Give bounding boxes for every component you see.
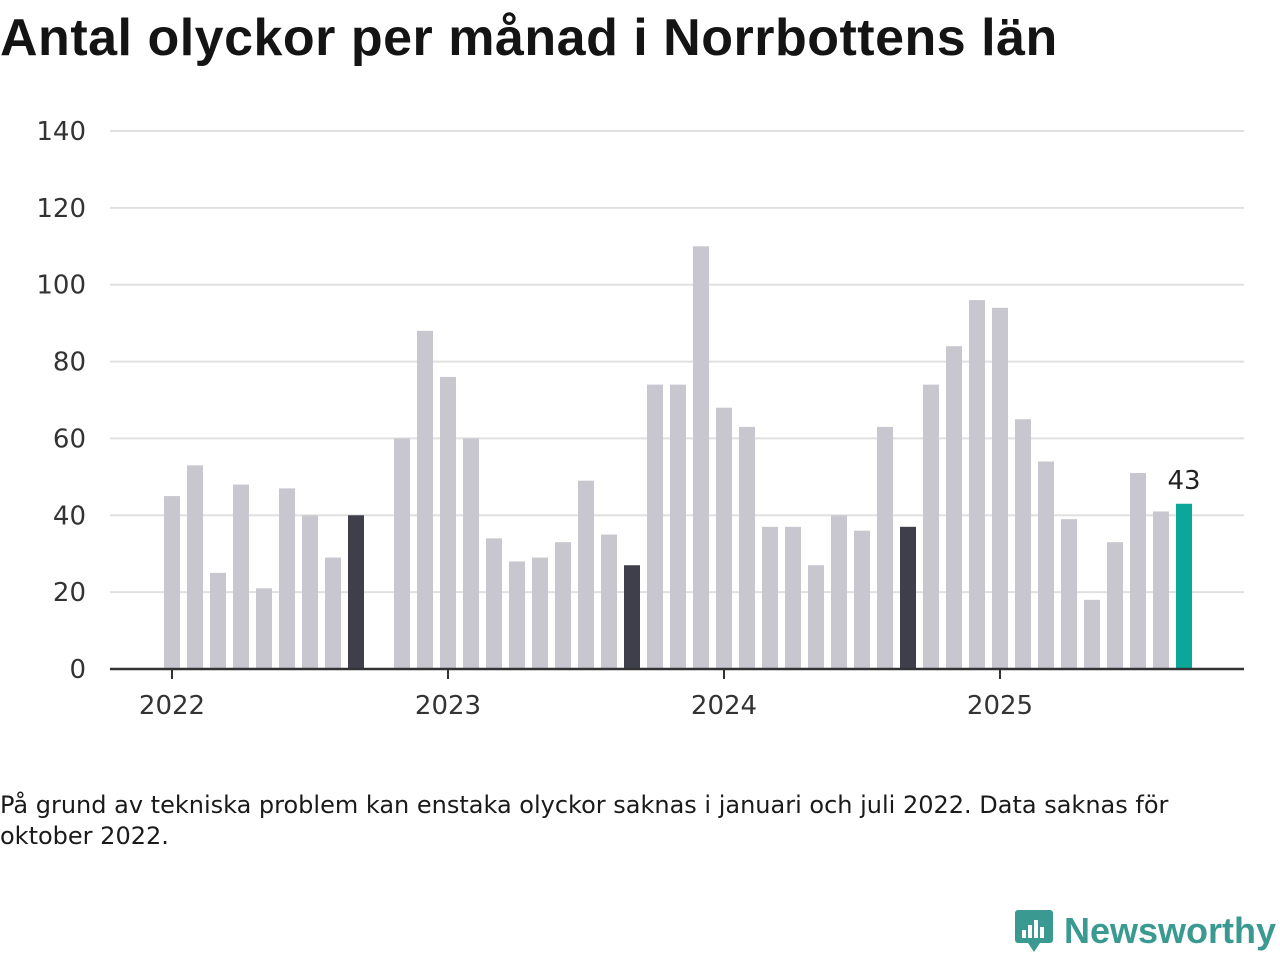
bar-2024-02: [739, 426, 755, 669]
bar-2023-04: [509, 561, 525, 669]
bar-2023-10: [647, 384, 663, 669]
bar-2023-03: [486, 538, 502, 669]
bar-2025-06: [1107, 542, 1123, 669]
bar-2023-07: [578, 480, 594, 669]
brand-name: Newsworthy: [1063, 910, 1276, 951]
bar-2023-01: [440, 376, 456, 669]
y-tick-label: 120: [36, 194, 86, 224]
bar-2023-11: [670, 384, 686, 669]
y-tick-label: 0: [69, 655, 86, 685]
bar-2024-07: [854, 530, 870, 669]
bar-2023-02: [463, 438, 479, 669]
bar-2024-05: [808, 565, 824, 669]
x-axis: 2022 2023 2024 2025: [110, 667, 1244, 721]
y-tick-label: 140: [36, 117, 86, 147]
bar-2025-04: [1061, 519, 1077, 669]
bar-2023-08: [601, 534, 617, 669]
bar-2022-06: [279, 488, 295, 669]
footnote: På grund av tekniska problem kan enstaka…: [0, 791, 1169, 850]
x-tick-label: 2024: [691, 691, 757, 721]
bar-2025-01: [992, 307, 1008, 669]
bar-2024-08: [877, 426, 893, 669]
y-tick-label: 100: [36, 271, 86, 301]
bar-2025-03: [1038, 461, 1054, 669]
bar-2022-07: [302, 515, 318, 669]
y-tick-label: 80: [53, 348, 86, 378]
bar-2024-04: [785, 526, 801, 669]
y-axis: 0 20 40 60 80 100 120 140: [36, 117, 86, 685]
x-tick-label: 2022: [139, 691, 205, 721]
annotations: 43: [1167, 466, 1200, 496]
y-tick-label: 40: [53, 501, 86, 531]
bar-2024-11: [946, 346, 962, 669]
bar-2025-09: [1176, 503, 1192, 669]
bar-2024-09: [900, 526, 916, 669]
newsworthy-logo-icon: [1014, 910, 1053, 952]
bar-2024-10: [923, 384, 939, 669]
bar-2022-05: [256, 588, 272, 669]
chart-title: Antal olyckor per månad i Norrbottens lä…: [0, 9, 1058, 67]
bar-2022-02: [187, 465, 203, 669]
bar-2023-09: [624, 565, 640, 669]
bar-2022-04: [233, 484, 249, 669]
bar-2024-03: [762, 526, 778, 669]
bar-2022-12: [417, 330, 433, 669]
y-tick-label: 60: [53, 424, 86, 454]
bar-2022-03: [210, 572, 226, 669]
bar-2022-09: [348, 515, 364, 669]
bar-chart: 0 20 40 60 80 100 120 140 2022 2023 2024 2025 43: [36, 117, 1244, 721]
bar-2025-07: [1130, 473, 1146, 669]
bar-2025-05: [1084, 599, 1100, 669]
x-tick-label: 2023: [415, 691, 481, 721]
bar-2023-12: [693, 246, 709, 670]
bar-2024-01: [716, 407, 732, 669]
bars: [164, 246, 1192, 670]
bar-2025-02: [1015, 419, 1031, 669]
brand-logo: Newsworthy: [1014, 908, 1276, 954]
latest-value-label: 43: [1167, 466, 1200, 496]
bar-2022-01: [164, 496, 180, 669]
bar-2025-08: [1153, 511, 1169, 669]
x-tick-label: 2025: [967, 691, 1033, 721]
bar-2024-12: [969, 300, 985, 669]
bar-2023-06: [555, 542, 571, 669]
bar-2022-11: [394, 438, 410, 669]
bar-2023-05: [532, 557, 548, 669]
bar-2024-06: [831, 515, 847, 669]
bar-2022-08: [325, 557, 341, 669]
y-tick-label: 20: [53, 578, 86, 608]
